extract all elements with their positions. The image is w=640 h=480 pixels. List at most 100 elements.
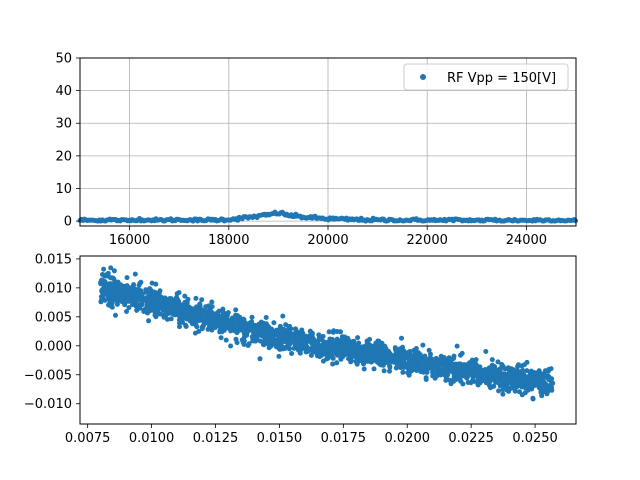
scatter-point [154, 307, 160, 313]
scatter-point [271, 320, 277, 326]
scatter-point [136, 303, 142, 309]
scatter-point [334, 329, 340, 334]
scatter-point [407, 370, 413, 376]
scatter-point [400, 344, 405, 350]
scatter-point [496, 388, 502, 394]
scatter-point [499, 362, 505, 367]
scatter-point [241, 321, 247, 327]
scatter-point [183, 324, 189, 329]
top-axes: 16000 18000 20000 22000 24000 0 10 20 30 40 50 RF … [55, 52, 578, 248]
scatter-point [111, 268, 117, 274]
scatter-point [153, 311, 159, 317]
scatter-point [376, 338, 382, 344]
scatter-point [345, 346, 351, 352]
scatter-point [267, 344, 273, 350]
scatter-point [392, 345, 398, 351]
scatter-point [475, 382, 481, 388]
scatter-point [508, 372, 514, 378]
scatter-point [340, 337, 346, 343]
scatter-point [105, 270, 111, 276]
scatter-point [355, 335, 361, 341]
y-tick-label: 0 [64, 215, 72, 230]
scatter-point [385, 348, 391, 354]
scatter-point [369, 349, 375, 355]
scatter-point [197, 312, 203, 318]
scatter-point [489, 357, 495, 363]
scatter-point [456, 366, 462, 372]
y-tick-label: 20 [55, 149, 72, 164]
scatter-point [178, 306, 183, 311]
scatter-point [233, 307, 239, 313]
scatter-point [168, 316, 174, 322]
scatter-point [124, 275, 130, 281]
scatter-point [426, 347, 432, 353]
scatter-point [199, 297, 205, 303]
scatter-point [451, 353, 457, 359]
scatter-point [164, 307, 170, 313]
scatter-point [250, 338, 256, 344]
scatter-point [345, 335, 351, 341]
scatter-point [469, 357, 475, 363]
scatter-point [130, 297, 136, 303]
scatter-point [493, 378, 499, 384]
scatter-point [382, 343, 388, 349]
scatter-point [272, 339, 277, 345]
scatter-point [432, 357, 438, 362]
scatter-point [203, 304, 209, 310]
scatter-point [149, 280, 155, 286]
scatter-point [486, 370, 492, 376]
scatter-point [100, 287, 106, 293]
scatter-point [156, 290, 162, 296]
scatter-point [254, 326, 259, 332]
scatter-point [299, 327, 305, 333]
top-scatter-points [77, 209, 578, 224]
scatter-point [173, 307, 179, 313]
scatter-point [520, 367, 526, 373]
scatter-point [330, 361, 336, 367]
scatter-point [269, 326, 274, 332]
scatter-point [334, 341, 340, 347]
scatter-point [209, 299, 215, 305]
scatter-point [410, 367, 416, 372]
scatter-point [132, 271, 138, 277]
scatter-point [350, 345, 355, 351]
scatter-point [504, 387, 510, 393]
scatter-point [329, 339, 335, 345]
scatter-point [481, 374, 487, 380]
scatter-point [548, 383, 554, 389]
scatter-point [338, 356, 344, 362]
scatter-point [458, 373, 464, 378]
scatter-point [293, 326, 299, 332]
scatter-point [320, 358, 326, 364]
scatter-point [115, 279, 121, 285]
scatter-point [196, 317, 202, 323]
scatter-point [536, 381, 542, 387]
scatter-point [354, 348, 360, 354]
scatter-point [460, 369, 466, 375]
scatter-point [454, 343, 460, 349]
scatter-point [257, 356, 263, 362]
scatter-point [364, 345, 370, 351]
scatter-point [108, 301, 114, 307]
x-tick-label: 0.0250 [512, 431, 558, 446]
scatter-point [235, 316, 241, 322]
scatter-point [512, 388, 518, 394]
scatter-point [245, 343, 251, 348]
scatter-point [361, 361, 366, 367]
scatter-point [232, 328, 238, 334]
scatter-point [309, 336, 315, 342]
scatter-point [427, 365, 433, 371]
scatter-point [178, 316, 184, 321]
scatter-point [145, 295, 151, 301]
scatter-point [160, 312, 166, 318]
scatter-point [301, 339, 307, 345]
scatter-point [400, 369, 406, 375]
scatter-point [151, 300, 157, 306]
scatter-point [469, 368, 475, 374]
scatter-point [205, 326, 211, 332]
scatter-point [546, 367, 552, 372]
scatter-point [511, 367, 516, 373]
scatter-point [388, 358, 394, 364]
scatter-point [376, 343, 382, 349]
